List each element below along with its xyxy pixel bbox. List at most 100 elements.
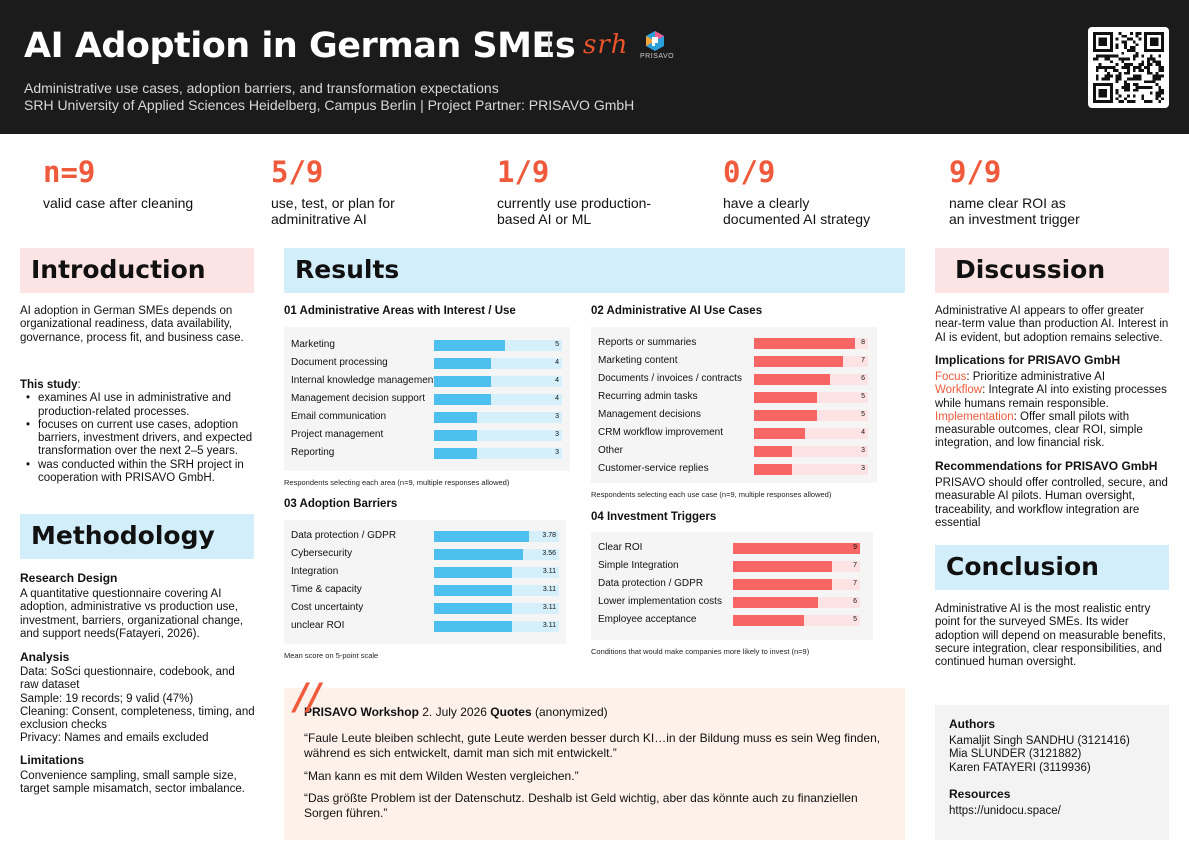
quotes-label: Quotes: [490, 705, 532, 719]
implications-list: Focus: Prioritize administrative AI Work…: [935, 371, 1171, 451]
bar-row: Data protection / GDPR 7: [591, 575, 873, 593]
bar-track: 7: [733, 561, 860, 572]
bar-track: 3: [434, 412, 562, 423]
bar: [733, 543, 860, 554]
bar-row: Management decision support 4: [284, 390, 570, 408]
chart-admin-areas: Marketing 5 Document processing 4 Internal k…: [284, 327, 570, 471]
stat-value: 9/9: [949, 155, 1002, 189]
bar-category-label: Reporting: [291, 447, 335, 458]
bar-row: Simple Integration 7: [591, 557, 873, 575]
bar-value-label: 3.11: [542, 604, 556, 611]
bar-value-label: 8: [861, 339, 865, 346]
bar-category-label: unclear ROI: [291, 620, 345, 631]
bar-value-label: 3: [861, 447, 865, 454]
implication-item: Implementation: Offer small pilots with …: [935, 411, 1171, 451]
bar-value-label: 4: [861, 429, 865, 436]
bar-track: 7: [733, 579, 860, 590]
prisavo-logo: PRISAVO: [640, 30, 674, 60]
discussion-body: Administrative AI appears to offer great…: [935, 305, 1169, 344]
author-name: Mia SLUNDER (3121882): [949, 748, 1082, 761]
bar-row: Internal knowledge management 4: [284, 372, 570, 390]
bar-track: 4: [434, 376, 562, 387]
stat-valid-cases: n=9 valid case after cleaning: [43, 155, 193, 211]
workshop-quotes: PRISAVO Workshop 2. July 2026 Quotes (an…: [284, 688, 905, 840]
bar-value-label: 6: [861, 375, 865, 382]
bar-value-label: 4: [555, 359, 559, 366]
bar: [434, 430, 477, 441]
recommendations-title: Recommendations for PRISAVO GmbH: [935, 459, 1158, 473]
bar-track: 5: [733, 615, 860, 626]
conclusion-body: Administrative AI is the most realistic …: [935, 603, 1166, 669]
bar-category-label: Clear ROI: [598, 542, 643, 553]
bar-value-label: 4: [555, 395, 559, 402]
chart-title: 01 Administrative Areas with Interest / …: [284, 305, 516, 317]
bar-value-label: 3.11: [542, 622, 556, 629]
bar-row: Marketing content 7: [591, 352, 877, 370]
author-name: Kamaljit Singh SANDHU (3121416): [949, 735, 1130, 747]
bar-track: 7: [754, 356, 868, 367]
bar-track: 5: [754, 410, 868, 421]
bar-track: 3: [754, 446, 868, 457]
bar-category-label: Lower implementation costs: [598, 596, 722, 607]
chart-title: 03 Adoption Barriers: [284, 498, 398, 510]
workshop-label: PRISAVO Workshop: [304, 705, 419, 719]
bar: [754, 374, 830, 385]
bar-value-label: 7: [853, 562, 857, 569]
poster-affiliation: SRH University of Applied Sciences Heide…: [24, 97, 635, 113]
introduction-body: AI adoption in German SMEs depends on or…: [20, 305, 244, 344]
implication-text: : Prioritize administrative AI: [966, 371, 1106, 383]
introduction-heading: Introduction: [20, 248, 254, 293]
bar-track: 4: [754, 428, 868, 439]
implication-key: Focus: [935, 371, 967, 383]
research-design-title: Research Design: [20, 571, 118, 585]
chart-title: 04 Investment Triggers: [591, 511, 717, 523]
implication-item: Focus: Prioritize administrative AI: [935, 371, 1171, 384]
analysis-line: Data: SoSci questionnaire, codebook, and…: [20, 666, 235, 692]
bar-category-label: Customer-service replies: [598, 463, 709, 474]
stat-production-ai: 1/9 currently use production- based AI o…: [497, 155, 651, 227]
implication-key: Workflow: [935, 384, 983, 397]
bar-row: Cybersecurity 3.56: [284, 545, 566, 563]
bar-category-label: Data protection / GDPR: [291, 530, 397, 541]
stat-value: 1/9: [497, 155, 550, 189]
section-title: Discussion: [955, 255, 1106, 284]
quote-text: “Das größte Problem ist der Datenschutz.…: [304, 791, 858, 820]
section-title: Results: [295, 255, 400, 284]
qr-code-icon[interactable]: [1088, 27, 1169, 108]
bar-value-label: 5: [861, 411, 865, 418]
bar-row: unclear ROI 3.11: [284, 617, 566, 635]
bar: [434, 358, 491, 369]
title-divider: [548, 33, 550, 57]
bar-row: CRM workflow improvement 4: [591, 424, 877, 442]
bar-category-label: Integration: [291, 566, 339, 577]
stat-value: n=9: [43, 155, 96, 189]
bar: [733, 597, 818, 608]
analysis-list: Data: SoSci questionnaire, codebook, and…: [20, 666, 256, 746]
bar-track: 3: [434, 430, 562, 441]
bar-row: Documents / invoices / contracts 6: [591, 370, 877, 388]
quotes-heading: PRISAVO Workshop 2. July 2026 Quotes (an…: [304, 705, 608, 719]
study-colon: :: [77, 379, 81, 391]
bar-row: Other 3: [591, 442, 877, 460]
stat-value: 0/9: [723, 155, 776, 189]
bar-category-label: Management decision support: [291, 393, 425, 404]
bar-category-label: Email communication: [291, 411, 387, 422]
srh-logo: srh: [583, 30, 629, 60]
authors-box: Authors Kamaljit Singh SANDHU (3121416) …: [935, 705, 1169, 840]
bar-row: Reports or summaries 8: [591, 334, 877, 352]
bar-row: Email communication 3: [284, 408, 570, 426]
poster-title: AI Adoption in German SMEs: [24, 26, 576, 66]
implication-text: : Integrate AI into existing processes w…: [935, 384, 1167, 410]
bar-track: 5: [434, 340, 562, 351]
bar-value-label: 9: [853, 544, 857, 551]
bar: [434, 448, 477, 459]
chart-note: Respondents selecting each use case (n=9…: [591, 490, 832, 499]
chart-adoption-barriers: Data protection / GDPR 3.78 Cybersecurity 3…: [284, 520, 566, 644]
bar-row: Recurring admin tasks 5: [591, 388, 877, 406]
bar: [434, 567, 512, 578]
study-bullet: examines AI use in administrative and pr…: [20, 392, 256, 419]
resources-link[interactable]: https://unidocu.space/: [949, 805, 1061, 817]
bar-category-label: Other: [598, 445, 624, 456]
implications-title: Implications for PRISAVO GmbH: [935, 353, 1121, 367]
section-title: Methodology: [31, 521, 215, 550]
